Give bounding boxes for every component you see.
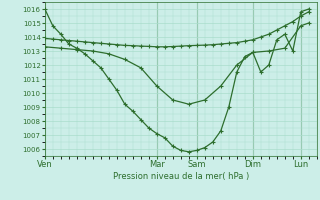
- X-axis label: Pression niveau de la mer( hPa ): Pression niveau de la mer( hPa ): [113, 172, 249, 181]
